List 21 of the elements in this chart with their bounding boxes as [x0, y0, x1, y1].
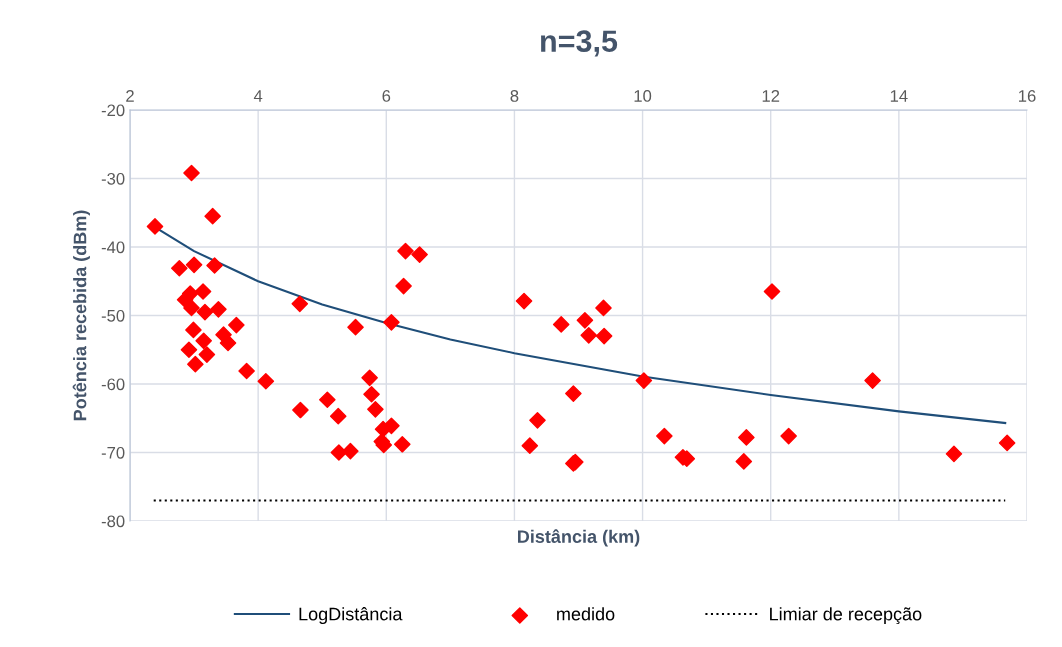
- x-axis-title: Distância (km): [518, 529, 640, 547]
- y-axis-title: Potência recebida (dBm): [72, 210, 90, 421]
- legend-label: LogDistância: [299, 607, 403, 625]
- x-tick-label: 2: [126, 90, 134, 102]
- x-tick-label: 8: [510, 90, 519, 102]
- x-tick-label: 4: [253, 90, 263, 102]
- chart-title: n=3,5: [541, 30, 618, 57]
- y-tick-label: -30: [101, 172, 125, 185]
- x-tick-label: 14: [890, 90, 908, 102]
- x-tick-label: 6: [382, 90, 391, 102]
- x-tick-label: 16: [1019, 90, 1036, 102]
- y-tick-label: -60: [101, 378, 125, 391]
- legend-label: Limiar de recepção: [770, 607, 922, 625]
- legend-label: medido: [557, 607, 615, 621]
- y-tick-label: -20: [101, 104, 125, 117]
- x-tick-label: 10: [634, 90, 652, 102]
- y-tick-label: -80: [101, 515, 125, 528]
- y-tick-label: -70: [101, 446, 125, 459]
- y-tick-label: -50: [101, 309, 125, 322]
- x-tick-label: 12: [762, 90, 780, 102]
- y-tick-label: -40: [101, 241, 125, 254]
